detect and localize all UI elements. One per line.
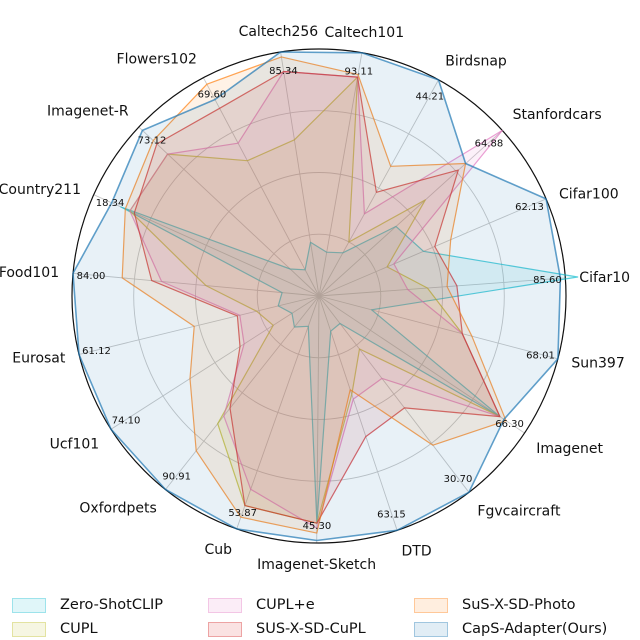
max-value-label: 74.10 xyxy=(112,416,141,427)
series-polygon-sus-x-sd-cupl xyxy=(133,70,501,524)
max-value-label: 93.11 xyxy=(344,67,373,78)
legend-label: SuS-X-SD-Photo xyxy=(462,597,576,613)
grid-spoke xyxy=(318,277,566,297)
category-label: Eurosat xyxy=(12,351,66,367)
max-value-label: 66.30 xyxy=(495,419,524,430)
category-label: Fgvcaircraft xyxy=(477,503,561,519)
category-label: Imagenet-Sketch xyxy=(257,557,376,573)
outer-frame xyxy=(71,48,567,544)
category-label: Imagenet xyxy=(536,441,603,457)
grid-spoke xyxy=(318,130,503,297)
grid-spoke xyxy=(203,77,320,297)
category-label: Imagenet-R xyxy=(47,104,129,120)
legend-item: Zero-ShotCLIP xyxy=(12,594,163,616)
category-label: Cifar100 xyxy=(559,186,619,202)
legend-label: SUS-X-SD-CuPL xyxy=(256,621,366,637)
grid-spoke xyxy=(138,126,320,297)
max-value-label: 44.21 xyxy=(415,92,444,103)
max-value-label: 64.88 xyxy=(475,139,504,150)
max-value-label: 53.87 xyxy=(228,508,257,519)
grid-spoke xyxy=(165,295,320,490)
legend-item: SuS-X-SD-Photo xyxy=(414,594,576,616)
category-label: Ucf101 xyxy=(50,437,100,453)
legend-item: CapS-Adapter(Ours) xyxy=(414,618,607,640)
legend-item: CUPL xyxy=(12,618,98,640)
legend-label: Zero-ShotCLIP xyxy=(60,597,164,613)
legend: Zero-ShotCLIP CUPL CUPL+e SUS-X-SD-CuPL … xyxy=(0,592,640,640)
category-label: DTD xyxy=(402,544,432,560)
series-layer xyxy=(72,51,579,542)
labels-layer: Caltech101 93.11 Birdsnap 44.21 Stanfordcars… xyxy=(0,24,630,573)
legend-swatch-sus-x-sd-photo xyxy=(414,597,448,613)
legend-swatch-zero-shot-clip xyxy=(12,597,46,613)
category-label: Sun397 xyxy=(571,355,624,371)
max-value-label: 45.30 xyxy=(303,521,332,532)
max-value-label: 18.34 xyxy=(96,198,125,209)
category-label: Flowers102 xyxy=(117,51,197,67)
legend-item: CUPL+e xyxy=(208,594,315,616)
max-value-label: 84.00 xyxy=(77,271,106,282)
category-label: Oxfordpets xyxy=(79,501,156,517)
legend-swatch-caps-adapter xyxy=(414,621,448,637)
series-polygon-caps-adapter-ours- xyxy=(72,51,562,542)
max-value-label: 30.70 xyxy=(444,474,473,485)
category-label: Caltech101 xyxy=(324,25,404,41)
grid-spoke xyxy=(318,295,470,493)
grid-spoke xyxy=(236,295,320,530)
grid-spoke xyxy=(318,79,439,297)
grid-spoke xyxy=(110,295,320,430)
max-value-label: 63.15 xyxy=(377,509,406,520)
legend-label: CapS-Adapter(Ours) xyxy=(462,621,608,637)
legend-label: CUPL xyxy=(60,621,98,637)
legend-item: SUS-X-SD-CuPL xyxy=(208,618,366,640)
category-label: Country211 xyxy=(0,182,81,198)
legend-swatch-cupl xyxy=(12,621,46,637)
legend-swatch-sus-x-sd-cupl xyxy=(208,621,242,637)
radar-chart: Caltech101 93.11 Birdsnap 44.21 Stanfordcars… xyxy=(0,24,630,573)
max-value-label: 62.13 xyxy=(515,202,544,213)
grid-spoke xyxy=(318,295,525,434)
category-label: Cub xyxy=(204,542,232,558)
category-label: Caltech256 xyxy=(239,24,319,40)
max-value-label: 85.34 xyxy=(269,66,298,77)
grid-spoke xyxy=(280,51,320,297)
max-value-label: 68.01 xyxy=(526,350,555,361)
series-polygon-cupl-e xyxy=(129,70,503,529)
max-value-label: 73.12 xyxy=(138,135,167,146)
legend-swatch-cupl-e xyxy=(208,597,242,613)
category-label: Birdsnap xyxy=(445,54,507,70)
category-label: Cifar10 xyxy=(579,270,630,286)
max-value-label: 61.12 xyxy=(82,346,111,357)
grid-spoke xyxy=(318,52,363,297)
max-value-label: 69.60 xyxy=(198,90,227,101)
max-value-label: 90.91 xyxy=(162,471,191,482)
category-label: Food101 xyxy=(0,265,59,281)
legend-label: CUPL+e xyxy=(256,597,315,613)
grid-spoke xyxy=(318,198,547,297)
radar-grid xyxy=(71,48,567,544)
grid-ring xyxy=(133,110,505,482)
max-value-label: 85.60 xyxy=(533,275,562,286)
grid-spoke xyxy=(72,272,320,297)
grid-spoke xyxy=(318,295,398,531)
category-label: Stanfordcars xyxy=(513,107,602,123)
grid-spoke xyxy=(316,295,320,544)
grid-ring xyxy=(256,233,382,359)
grid-spoke xyxy=(318,295,559,360)
series-polygon-sus-x-sd-photo xyxy=(121,56,507,534)
